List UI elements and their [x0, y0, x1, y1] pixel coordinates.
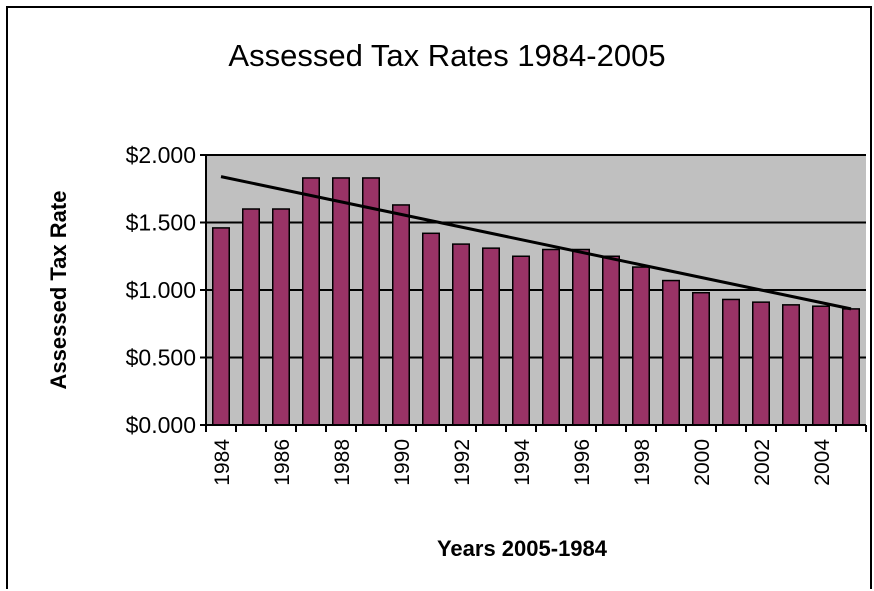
bar-1994 [512, 255, 530, 426]
chart-frame [6, 6, 872, 589]
x-axis-label: Years 2005-1984 [437, 536, 608, 561]
bar-1989 [362, 177, 380, 426]
x-tick-label: 1994 [511, 439, 534, 486]
bar-1985 [242, 208, 260, 426]
bar-1987 [302, 177, 320, 426]
x-tick-label: 1998 [631, 439, 654, 486]
bar-1995 [542, 248, 560, 426]
bar-1999 [662, 279, 680, 426]
y-tick-labels: $0.000 $0.500 $1.000 $1.500 $2.000 [126, 142, 196, 438]
bar-1992 [452, 243, 470, 426]
bar-1986 [272, 208, 290, 426]
x-tick-label: 1990 [391, 439, 414, 486]
bar-1991 [422, 232, 440, 426]
bar-1988 [332, 177, 350, 426]
bar-2002 [752, 301, 770, 426]
x-tick-label: 1984 [211, 439, 234, 486]
y-tick-label: $0.000 [126, 412, 196, 438]
x-tick-label: 2000 [691, 439, 714, 486]
x-tick-labels: 1984 1986 1988 1990 1992 1994 1996 1998 2000 2002… [211, 439, 834, 486]
y-tick-label: $1.000 [126, 277, 196, 303]
x-tick-label: 1986 [271, 439, 294, 486]
bar-1996 [572, 248, 590, 426]
bar-2001 [722, 298, 740, 426]
x-tick-label: 1988 [331, 439, 354, 486]
bar-2004 [812, 305, 830, 426]
axes [200, 154, 867, 432]
trendline-group [220, 175, 852, 311]
x-tick-label: 1992 [451, 439, 474, 486]
y-axis-label: Assessed Tax Rate [46, 191, 71, 390]
bar-2003 [782, 304, 800, 426]
x-tick-label: 1996 [571, 439, 594, 486]
bar-1993 [482, 247, 500, 426]
chart-title: Assessed Tax Rates 1984-2005 [228, 38, 665, 73]
bar-2005 [842, 308, 860, 426]
y-tick-label: $0.500 [126, 345, 196, 371]
bar-1984 [212, 227, 230, 426]
y-tick-label: $2.000 [126, 142, 196, 168]
bar-1990 [392, 204, 410, 426]
x-tick-label: 2002 [751, 439, 774, 486]
bar-1998 [632, 266, 650, 426]
x-tick-label: 2004 [811, 439, 834, 486]
bar-2000 [692, 291, 710, 426]
trendline [220, 175, 852, 311]
bar-1997 [602, 255, 620, 426]
y-tick-label: $1.500 [126, 210, 196, 236]
